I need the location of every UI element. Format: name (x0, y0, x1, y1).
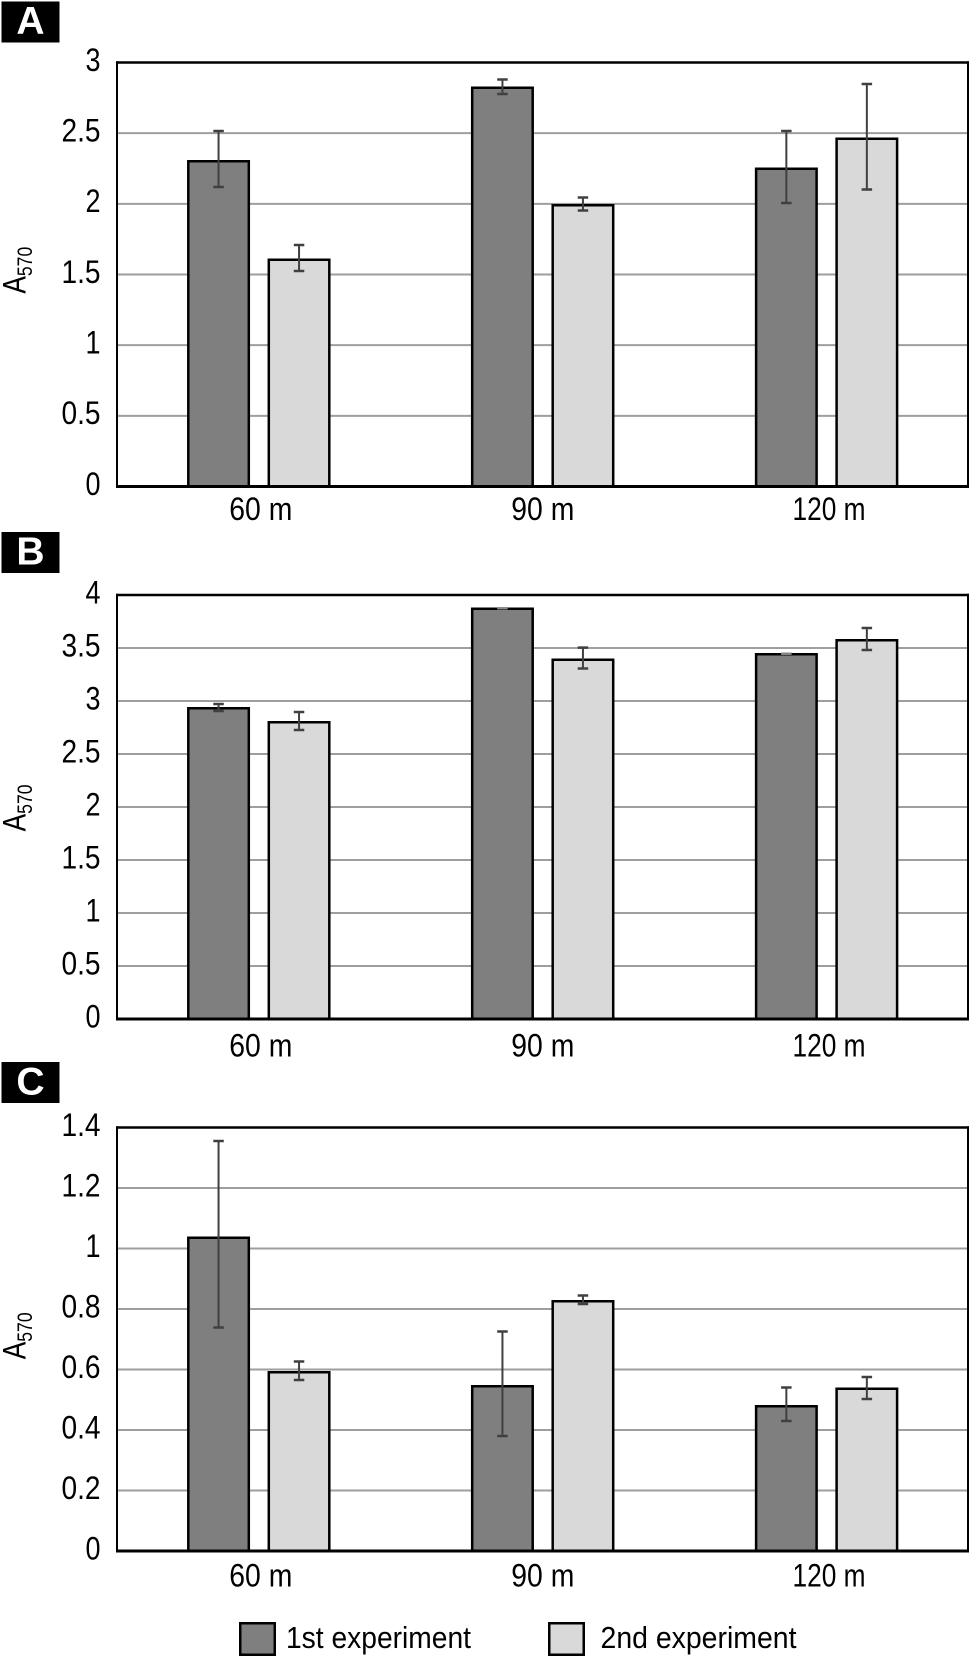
svg-text:0.6: 0.6 (62, 1349, 101, 1385)
svg-text:1.5: 1.5 (62, 254, 101, 290)
svg-text:0: 0 (86, 466, 101, 502)
svg-text:0: 0 (86, 1530, 101, 1566)
svg-text:1.2: 1.2 (62, 1167, 101, 1203)
svg-text:C: C (16, 1061, 44, 1104)
svg-text:90 m: 90 m (511, 491, 574, 527)
svg-text:0.2: 0.2 (62, 1470, 101, 1506)
svg-text:1st experiment: 1st experiment (286, 1620, 471, 1655)
svg-text:B: B (16, 531, 44, 574)
svg-text:90 m: 90 m (511, 1028, 574, 1064)
svg-text:60 m: 60 m (229, 1028, 292, 1064)
svg-text:1: 1 (86, 1228, 101, 1264)
svg-text:120 m: 120 m (793, 491, 866, 527)
svg-text:0.8: 0.8 (62, 1288, 101, 1324)
svg-text:120 m: 120 m (793, 1028, 866, 1064)
svg-text:0: 0 (86, 998, 101, 1034)
svg-text:2nd experiment: 2nd experiment (601, 1620, 797, 1655)
svg-text:90 m: 90 m (511, 1558, 574, 1594)
svg-text:A570: A570 (0, 784, 37, 831)
svg-text:1.5: 1.5 (62, 839, 101, 875)
svg-text:2.5: 2.5 (62, 112, 101, 148)
svg-text:1.4: 1.4 (62, 1107, 101, 1143)
svg-text:120 m: 120 m (793, 1558, 866, 1594)
svg-text:3: 3 (86, 42, 101, 78)
svg-text:1: 1 (86, 892, 101, 928)
svg-text:4: 4 (86, 574, 101, 610)
svg-text:0.4: 0.4 (62, 1409, 101, 1445)
svg-text:3.5: 3.5 (62, 627, 101, 663)
svg-text:1: 1 (86, 324, 101, 360)
svg-text:2: 2 (86, 786, 101, 822)
svg-text:A: A (16, 0, 44, 43)
svg-text:60 m: 60 m (229, 491, 292, 527)
svg-text:60 m: 60 m (229, 1558, 292, 1594)
svg-text:0.5: 0.5 (62, 945, 101, 981)
svg-text:2.5: 2.5 (62, 733, 101, 769)
svg-text:2: 2 (86, 183, 101, 219)
svg-text:0.5: 0.5 (62, 395, 101, 431)
svg-text:3: 3 (86, 680, 101, 716)
